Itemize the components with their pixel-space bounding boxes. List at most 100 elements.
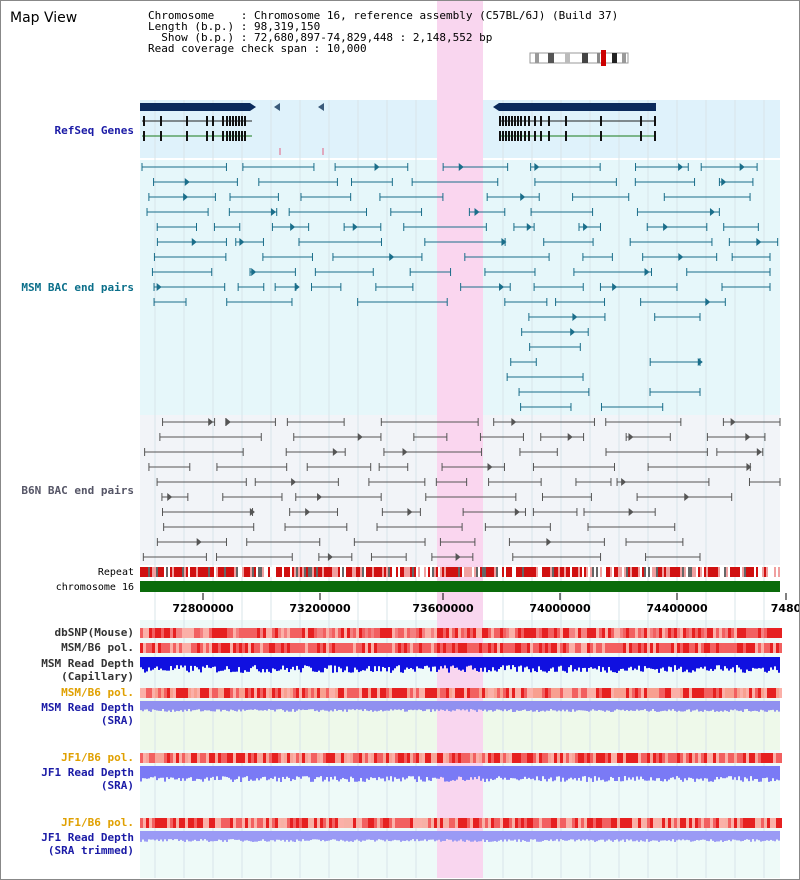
read-depth-bar	[206, 657, 208, 666]
polymorphism-cell	[425, 688, 428, 698]
bac-end-arrow	[514, 508, 520, 516]
read-depth-bar	[360, 701, 362, 710]
track-label-msm-depth-sra[interactable]: MSM Read Depth	[41, 701, 134, 714]
bac-end-arrow	[746, 463, 752, 471]
read-depth-bar	[198, 831, 200, 842]
polymorphism-cell	[596, 753, 599, 763]
read-depth-bar	[330, 657, 332, 666]
repeat-segment	[294, 567, 296, 577]
read-depth-bar	[224, 831, 226, 841]
read-depth-bar	[148, 657, 150, 668]
read-depth-bar	[494, 657, 496, 671]
read-depth-bar	[526, 657, 528, 667]
read-depth-bar	[342, 701, 344, 712]
read-depth-bar	[484, 701, 486, 710]
polymorphism-cell	[332, 688, 335, 698]
read-depth-bar	[666, 701, 668, 712]
track-label-jf1-b6-pol-2[interactable]: JF1/B6 pol.	[61, 816, 134, 829]
read-depth-bar	[648, 701, 650, 712]
read-depth-bar	[746, 657, 748, 670]
polymorphism-cell	[731, 643, 734, 653]
track-label-b6n-bac[interactable]: B6N BAC end pairs	[21, 484, 134, 497]
read-depth-bar	[162, 657, 164, 671]
read-depth-bar	[396, 701, 398, 710]
read-depth-bar	[768, 831, 770, 841]
read-depth-bar	[260, 657, 262, 673]
read-depth-bar	[576, 831, 578, 841]
read-depth-bar	[296, 657, 298, 666]
read-depth-bar	[264, 831, 266, 841]
polymorphism-cell	[542, 688, 545, 698]
polymorphism-cell	[437, 818, 440, 828]
bac-end-arrow	[534, 163, 540, 171]
track-label-msm-b6-pol-2[interactable]: MSM/B6 pol.	[61, 686, 134, 699]
read-depth-bar	[476, 701, 478, 712]
polymorphism-cell	[545, 643, 548, 653]
read-depth-bar	[270, 657, 272, 673]
polymorphism-cell	[407, 643, 410, 653]
repeat-segment	[258, 567, 260, 577]
polymorphism-cell	[266, 643, 269, 653]
repeat-segment	[674, 567, 676, 577]
track-label-refseq[interactable]: RefSeq Genes	[54, 124, 134, 137]
read-depth-bar	[520, 766, 522, 780]
polymorphism-cell	[500, 753, 503, 763]
polymorphism-cell	[581, 643, 584, 653]
polymorphism-cell	[353, 818, 356, 828]
polymorphism-cell	[602, 688, 605, 698]
track-label-msm-b6-pol-1[interactable]: MSM/B6 pol.	[61, 641, 134, 654]
track-label-jf1-depth-trimmed[interactable]: JF1 Read Depth	[41, 831, 134, 844]
polymorphism-cell	[212, 753, 215, 763]
read-depth-bar	[510, 766, 512, 779]
read-depth-bar	[212, 657, 214, 667]
polymorphism-cell	[635, 628, 638, 638]
read-depth-bar	[658, 701, 660, 712]
read-depth-bar	[170, 701, 172, 712]
repeat-segment	[608, 567, 610, 577]
polymorphism-cell	[557, 753, 560, 763]
polymorphism-cell	[281, 818, 284, 828]
bac-end-arrow	[663, 223, 669, 231]
read-depth-bar	[328, 766, 330, 782]
read-depth-bar	[316, 657, 318, 672]
track-label-msm-depth-capillary[interactable]: MSM Read Depth	[41, 657, 134, 670]
track-label-jf1-b6-pol-1[interactable]: JF1/B6 pol.	[61, 751, 134, 764]
bac-end-arrow	[520, 193, 526, 201]
track-label-dbsnp[interactable]: dbSNP(Mouse)	[54, 626, 134, 639]
read-depth-bar	[140, 831, 142, 842]
read-depth-bar	[358, 766, 360, 782]
read-depth-bar	[484, 657, 486, 668]
track-label-chromosome[interactable]: chromosome 16	[55, 582, 134, 593]
track-label-jf1-depth-sra[interactable]: JF1 Read Depth	[41, 766, 134, 779]
polymorphism-cell	[248, 753, 251, 763]
read-depth-bar	[236, 701, 238, 712]
repeat-segment	[208, 567, 210, 577]
track-label-repeat[interactable]: Repeat	[97, 567, 134, 578]
read-depth-bar	[416, 766, 418, 782]
polymorphism-cell	[317, 643, 320, 653]
repeat-segment	[212, 567, 214, 577]
read-depth-bar	[728, 831, 730, 840]
repeat-segment	[420, 567, 422, 577]
read-depth-bar	[460, 766, 462, 777]
bac-end-arrow	[628, 508, 634, 516]
read-depth-bar	[724, 831, 726, 841]
read-depth-bar	[340, 766, 342, 780]
polymorphism-cell	[491, 688, 494, 698]
read-depth-bar	[526, 701, 528, 712]
polymorphism-cell	[674, 753, 677, 763]
track-label-msm-bac[interactable]: MSM BAC end pairs	[21, 281, 134, 294]
read-depth-bar	[294, 766, 296, 780]
polymorphism-cell	[557, 688, 560, 698]
bac-end-arrow	[756, 448, 762, 456]
read-depth-bar	[346, 766, 348, 780]
read-depth-bar	[538, 701, 540, 712]
polymorphism-cell	[653, 643, 656, 653]
repeat-segment	[232, 567, 234, 577]
polymorphism-cell	[191, 628, 194, 638]
read-depth-bar	[396, 657, 398, 667]
read-depth-bar	[426, 831, 428, 842]
read-depth-bar	[720, 831, 722, 841]
read-depth-bar	[422, 701, 424, 712]
